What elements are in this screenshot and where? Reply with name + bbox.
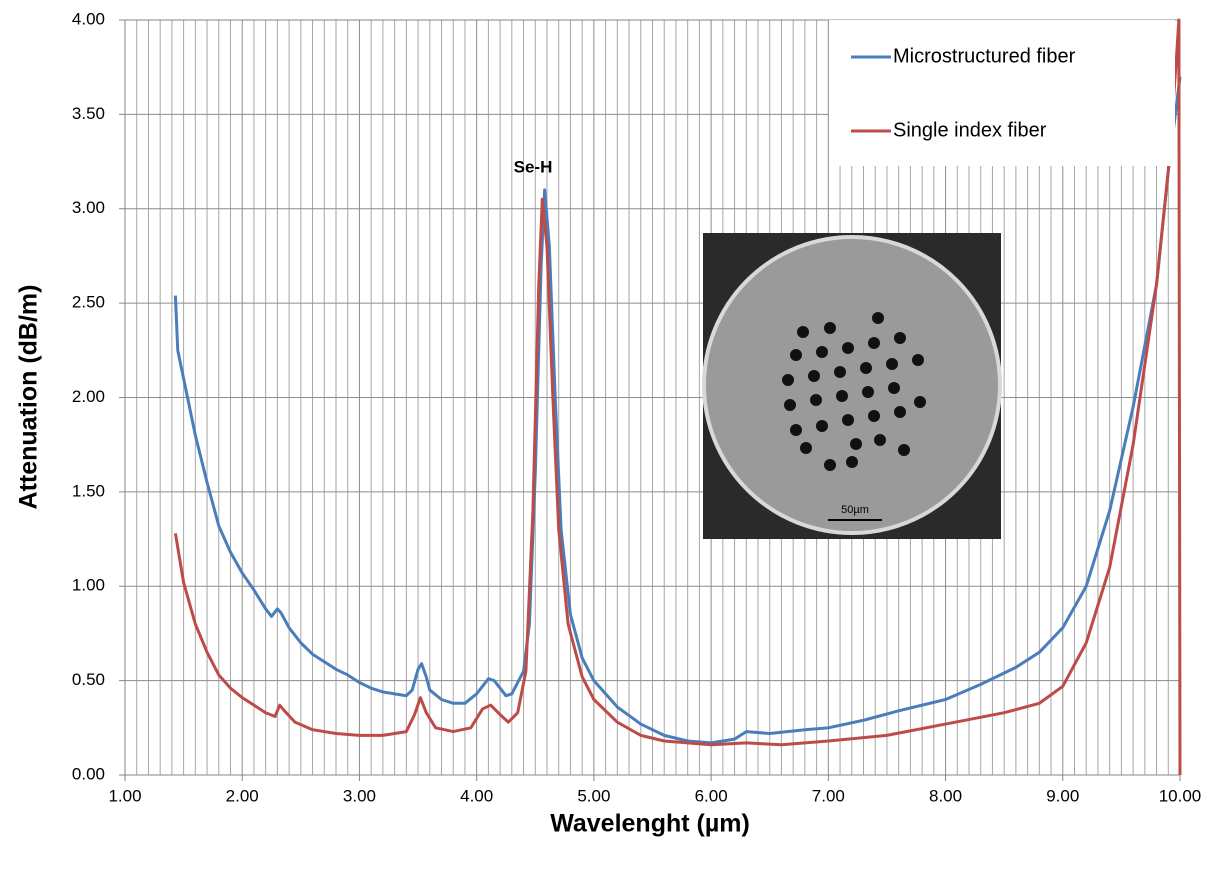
series-line xyxy=(173,18,1182,776)
y-tick-label: 2.50 xyxy=(72,293,105,312)
legend-label: Single index fiber xyxy=(893,119,1047,141)
plot-area xyxy=(173,18,1182,776)
x-tick-label: 3.00 xyxy=(343,786,376,805)
y-tick-label: 3.50 xyxy=(72,104,105,123)
inset-image: 50µm xyxy=(702,233,1002,539)
legend-label: Microstructured fiber xyxy=(893,45,1076,67)
annotation: Se-H xyxy=(514,157,553,176)
y-tick-label: 1.00 xyxy=(72,576,105,595)
legend-box xyxy=(829,20,1175,166)
y-tick-label: 1.50 xyxy=(72,481,105,500)
x-axis-title: Wavelenght (µm) xyxy=(550,810,750,838)
x-tick-label: 8.00 xyxy=(929,786,962,805)
x-tick-label: 2.00 xyxy=(226,786,259,805)
legend: Microstructured fiber Single index fiber xyxy=(829,20,1175,166)
y-tick-label: 2.00 xyxy=(72,387,105,406)
x-tick-label: 6.00 xyxy=(695,786,728,805)
x-tick-label: 9.00 xyxy=(1046,786,1079,805)
holes xyxy=(782,312,926,471)
x-tick-label: 5.00 xyxy=(577,786,610,805)
y-tick-label: 0.50 xyxy=(72,670,105,689)
y-tick-label: 0.00 xyxy=(72,764,105,783)
fiber-cross-section xyxy=(702,235,1002,535)
x-tick-label: 4.00 xyxy=(460,786,493,805)
y-tick-label: 3.00 xyxy=(72,198,105,217)
x-tick-label: 7.00 xyxy=(812,786,845,805)
series-line xyxy=(173,76,1182,745)
y-tick-label: 4.00 xyxy=(72,9,105,28)
x-tick-label: 1.00 xyxy=(108,786,141,805)
y-axis-title: Attenuation (dB/m) xyxy=(15,285,43,510)
scale-label: 50µm xyxy=(841,504,869,516)
x-tick-label: 10.00 xyxy=(1159,786,1202,805)
